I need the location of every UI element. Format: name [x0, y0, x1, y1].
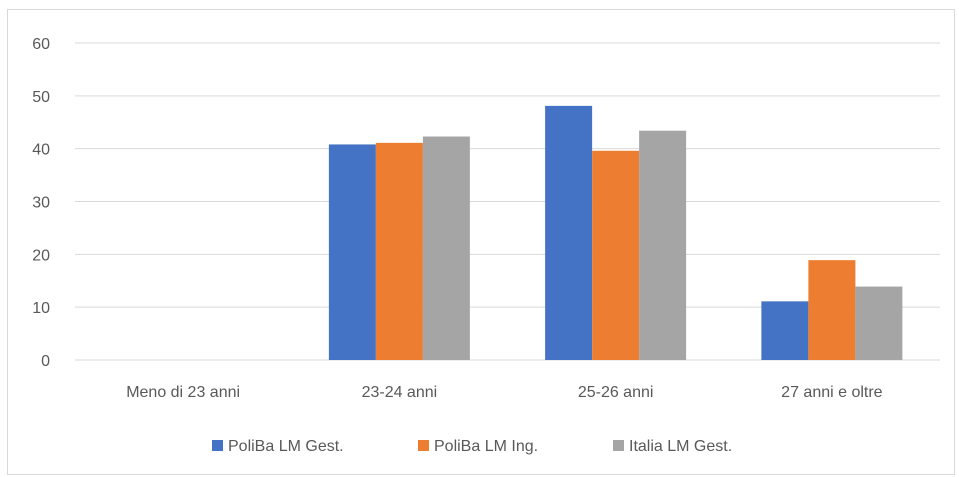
- y-tick-label: 0: [41, 353, 50, 370]
- bar: [328, 144, 376, 360]
- bar: [761, 301, 809, 360]
- legend-label: PoliBa LM Ing.: [434, 438, 538, 455]
- bar: [808, 260, 856, 360]
- x-category-label: 25-26 anni: [578, 384, 654, 401]
- legend: PoliBa LM Gest. PoliBa LM Ing. Italia LM G…: [212, 438, 732, 455]
- bars: [328, 105, 903, 360]
- bar: [639, 130, 687, 360]
- legend-swatch: [418, 440, 429, 451]
- bar: [855, 286, 903, 360]
- x-category-label: 23-24 anni: [362, 384, 438, 401]
- y-tick-label: 10: [32, 300, 50, 317]
- bar: [592, 150, 640, 360]
- legend-label: PoliBa LM Gest.: [228, 438, 344, 455]
- chart-frame: [7, 9, 955, 475]
- x-category-label: Meno di 23 anni: [126, 384, 240, 401]
- y-tick-label: 20: [32, 247, 50, 264]
- y-tick-label: 30: [32, 195, 50, 212]
- legend-swatch: [212, 440, 223, 451]
- y-axis-tick-labels: 0 10 20 30 40 50 60: [32, 36, 50, 370]
- y-tick-label: 50: [32, 89, 50, 106]
- bar: [545, 105, 593, 360]
- y-tick-label: 40: [32, 142, 50, 159]
- bar: [422, 136, 470, 360]
- y-tick-label: 60: [32, 36, 50, 53]
- legend-swatch: [613, 440, 624, 451]
- x-category-label: 27 anni e oltre: [781, 384, 883, 401]
- x-axis-category-labels: Meno di 23 anni 23-24 anni 25-26 anni 27 an…: [126, 384, 882, 401]
- legend-label: Italia LM Gest.: [629, 438, 732, 455]
- bar: [375, 142, 423, 360]
